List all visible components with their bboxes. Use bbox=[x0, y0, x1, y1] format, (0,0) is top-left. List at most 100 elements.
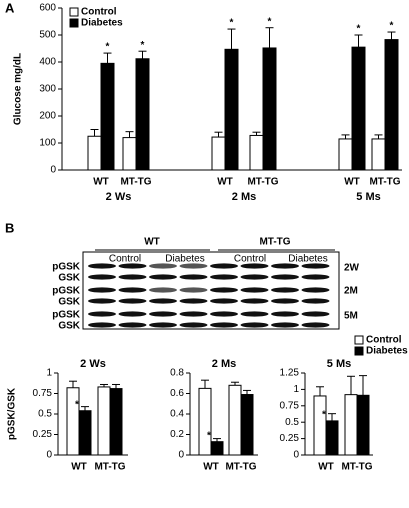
bar bbox=[135, 58, 150, 171]
legend-swatch bbox=[69, 18, 79, 28]
legend-label: Control bbox=[366, 335, 402, 346]
blot-band bbox=[149, 322, 177, 328]
group-label: 2 Ws bbox=[106, 191, 132, 203]
blot-band bbox=[179, 274, 208, 280]
blot-band bbox=[271, 287, 299, 293]
panel-label: B bbox=[5, 220, 14, 235]
legend-label: Diabetes bbox=[366, 346, 408, 357]
blot-band bbox=[301, 274, 330, 280]
y-tick-label: 0.6 bbox=[170, 388, 184, 399]
blot-band bbox=[271, 263, 299, 269]
blot-band bbox=[210, 311, 238, 317]
group-label: 2 Ms bbox=[232, 191, 256, 203]
bar bbox=[344, 394, 358, 456]
significance-marker: * bbox=[75, 399, 79, 410]
blot-row-label: GSK bbox=[58, 297, 80, 308]
x-tick-label: MT-TG bbox=[120, 177, 151, 188]
y-tick-label: 0 bbox=[178, 450, 184, 461]
blot-band bbox=[210, 287, 238, 293]
significance-marker: * bbox=[207, 430, 211, 441]
blot-band bbox=[88, 298, 116, 304]
chart-title: 2 Ws bbox=[80, 358, 106, 370]
y-tick-label: 200 bbox=[39, 111, 56, 122]
blot-row-label: pGSK bbox=[52, 310, 81, 321]
bar bbox=[122, 137, 137, 171]
blot-band bbox=[271, 322, 299, 328]
condition-label: Control bbox=[234, 254, 266, 265]
blot-band bbox=[210, 322, 238, 328]
blot-row-label: pGSK bbox=[52, 262, 81, 273]
significance-marker: * bbox=[230, 18, 234, 29]
chart-title: 2 Ms bbox=[212, 358, 236, 370]
x-tick-label: MT-TG bbox=[247, 177, 278, 188]
y-tick-label: 1 bbox=[293, 384, 299, 395]
y-tick-label: 0.75 bbox=[33, 388, 53, 399]
bar bbox=[78, 410, 92, 456]
blot-row-label: GSK bbox=[58, 321, 80, 332]
x-tick-label: WT bbox=[93, 177, 109, 188]
blot-band bbox=[240, 274, 269, 280]
blot-band bbox=[179, 287, 208, 293]
y-axis-label: pGSK/GSK bbox=[7, 387, 18, 440]
bar bbox=[97, 386, 111, 456]
y-tick-label: 0.25 bbox=[33, 429, 53, 440]
blot-band bbox=[240, 322, 269, 328]
x-tick-label: WT bbox=[318, 462, 334, 473]
bar bbox=[228, 384, 242, 456]
blot-band bbox=[301, 263, 330, 269]
legend-label: Diabetes bbox=[81, 18, 123, 29]
blot-band bbox=[179, 322, 208, 328]
blot-band bbox=[271, 298, 299, 304]
x-tick-label: WT bbox=[217, 177, 233, 188]
timepoint-label: 5M bbox=[344, 311, 358, 322]
legend-label: Control bbox=[81, 7, 117, 18]
legend-swatch bbox=[354, 335, 364, 345]
y-tick-label: 0 bbox=[293, 450, 299, 461]
blot-band bbox=[88, 274, 116, 280]
panel-label: A bbox=[5, 0, 15, 15]
y-tick-label: 100 bbox=[39, 138, 56, 149]
x-tick-label: MT-TG bbox=[369, 177, 400, 188]
blot-band bbox=[149, 298, 177, 304]
bar bbox=[224, 48, 239, 171]
y-tick-label: 0 bbox=[50, 165, 56, 176]
blot-band bbox=[88, 263, 116, 269]
bar bbox=[198, 387, 212, 456]
y-tick-label: 1.25 bbox=[280, 368, 300, 379]
blot-band bbox=[210, 274, 238, 280]
blot-band bbox=[149, 287, 177, 293]
y-tick-label: 0.5 bbox=[38, 409, 52, 420]
blot-band bbox=[301, 311, 330, 317]
blot-band bbox=[118, 263, 147, 269]
blot-band bbox=[240, 298, 269, 304]
bar bbox=[66, 387, 80, 456]
y-tick-label: 600 bbox=[39, 3, 56, 14]
significance-marker: * bbox=[268, 16, 272, 27]
bar bbox=[211, 136, 226, 171]
blot-row-label: GSK bbox=[58, 273, 80, 284]
x-tick-label: WT bbox=[71, 462, 87, 473]
y-tick-label: 1 bbox=[46, 368, 52, 379]
significance-marker: * bbox=[106, 42, 110, 53]
blot: WT MT-TG Control Diabetes Control Diabetes pGS… bbox=[52, 237, 359, 332]
blot-band bbox=[179, 298, 208, 304]
blot-band bbox=[149, 263, 177, 269]
blot-band bbox=[118, 287, 147, 293]
bar bbox=[338, 138, 353, 171]
y-tick-label: 0.75 bbox=[280, 400, 300, 411]
blot-band bbox=[301, 322, 330, 328]
legend-swatch bbox=[69, 7, 79, 17]
significance-marker: * bbox=[357, 24, 361, 35]
blot-band bbox=[271, 311, 299, 317]
chart-title: 5 Ms bbox=[327, 358, 351, 370]
blot-band bbox=[149, 274, 177, 280]
blot-band bbox=[301, 287, 330, 293]
blot-band bbox=[179, 311, 208, 317]
x-tick-label: WT bbox=[203, 462, 219, 473]
legend-swatch bbox=[354, 346, 364, 356]
bar bbox=[325, 420, 339, 456]
y-tick-label: 0.5 bbox=[285, 417, 299, 428]
blot-band bbox=[88, 322, 116, 328]
significance-marker: * bbox=[141, 40, 145, 51]
